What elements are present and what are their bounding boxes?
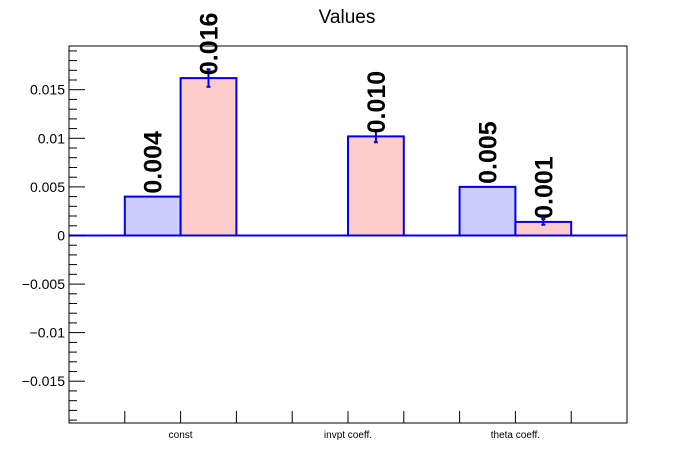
y-tick-label: 0 bbox=[57, 228, 65, 244]
y-tick-label: 0.015 bbox=[30, 82, 65, 98]
x-category-label: const bbox=[169, 430, 193, 441]
data-label: 0.004 bbox=[140, 131, 168, 194]
data-label: 0.016 bbox=[196, 13, 224, 76]
y-axis-ticks: 0.015 0.01 0.005 0 −0.005 −0.01 −0.015 bbox=[22, 50, 85, 421]
y-tick-label: 0.01 bbox=[38, 130, 65, 146]
x-category-label: invpt coeff. bbox=[324, 430, 372, 441]
plot-frame bbox=[68, 45, 628, 424]
error-bar bbox=[373, 129, 378, 144]
bar bbox=[458, 185, 517, 237]
data-label: 0.010 bbox=[363, 71, 391, 134]
plot-area: 0.004 0.016 0.010 0.005 0.001 bbox=[69, 13, 627, 237]
bar bbox=[123, 195, 182, 237]
x-category-label: theta coeff. bbox=[491, 430, 540, 441]
y-tick-label: −0.005 bbox=[22, 276, 65, 292]
error-bar bbox=[541, 218, 546, 226]
chart-title: Values bbox=[319, 7, 376, 28]
data-label: 0.005 bbox=[475, 121, 503, 184]
data-label: 0.001 bbox=[530, 156, 558, 219]
y-tick-label: −0.015 bbox=[22, 373, 65, 389]
bar bbox=[179, 77, 238, 237]
bar bbox=[347, 135, 405, 237]
y-tick-label: −0.01 bbox=[30, 325, 66, 341]
error-bar bbox=[206, 68, 211, 88]
y-tick-label: 0.005 bbox=[30, 179, 65, 195]
x-axis-categories: const invpt coeff. theta coeff. bbox=[124, 411, 572, 441]
